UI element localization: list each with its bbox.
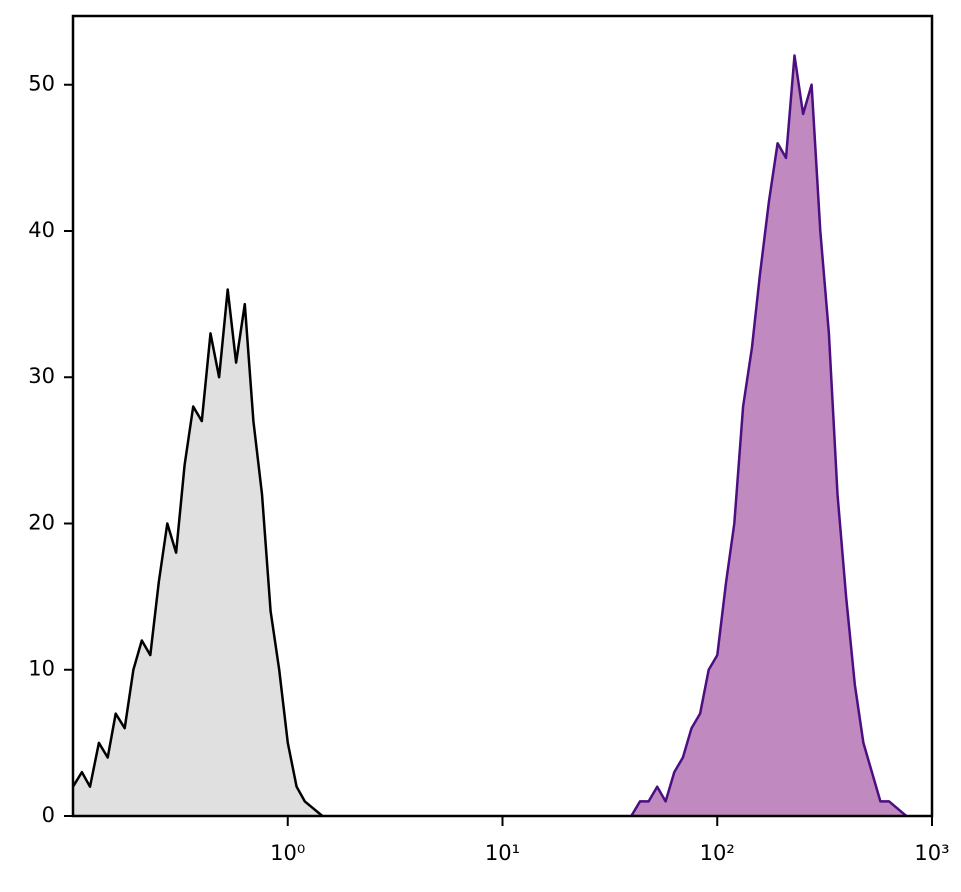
x-tick-label: 10³ xyxy=(914,841,949,865)
histogram-line xyxy=(71,288,324,817)
y-tick-label: 20 xyxy=(28,510,55,534)
area-fill xyxy=(631,55,907,816)
x-tick-label: 10⁰ xyxy=(270,841,305,865)
y-tick-label: 30 xyxy=(28,364,55,388)
y-tick-label: 40 xyxy=(28,218,55,242)
x-tick-label: 10¹ xyxy=(485,841,520,865)
area-fill xyxy=(73,289,323,816)
y-tick-label: 50 xyxy=(28,72,55,96)
x-tick-label: 10² xyxy=(700,841,735,865)
y-tick-label: 10 xyxy=(28,657,55,681)
y-tick-label: 0 xyxy=(42,803,55,827)
histogram-line xyxy=(630,54,908,817)
